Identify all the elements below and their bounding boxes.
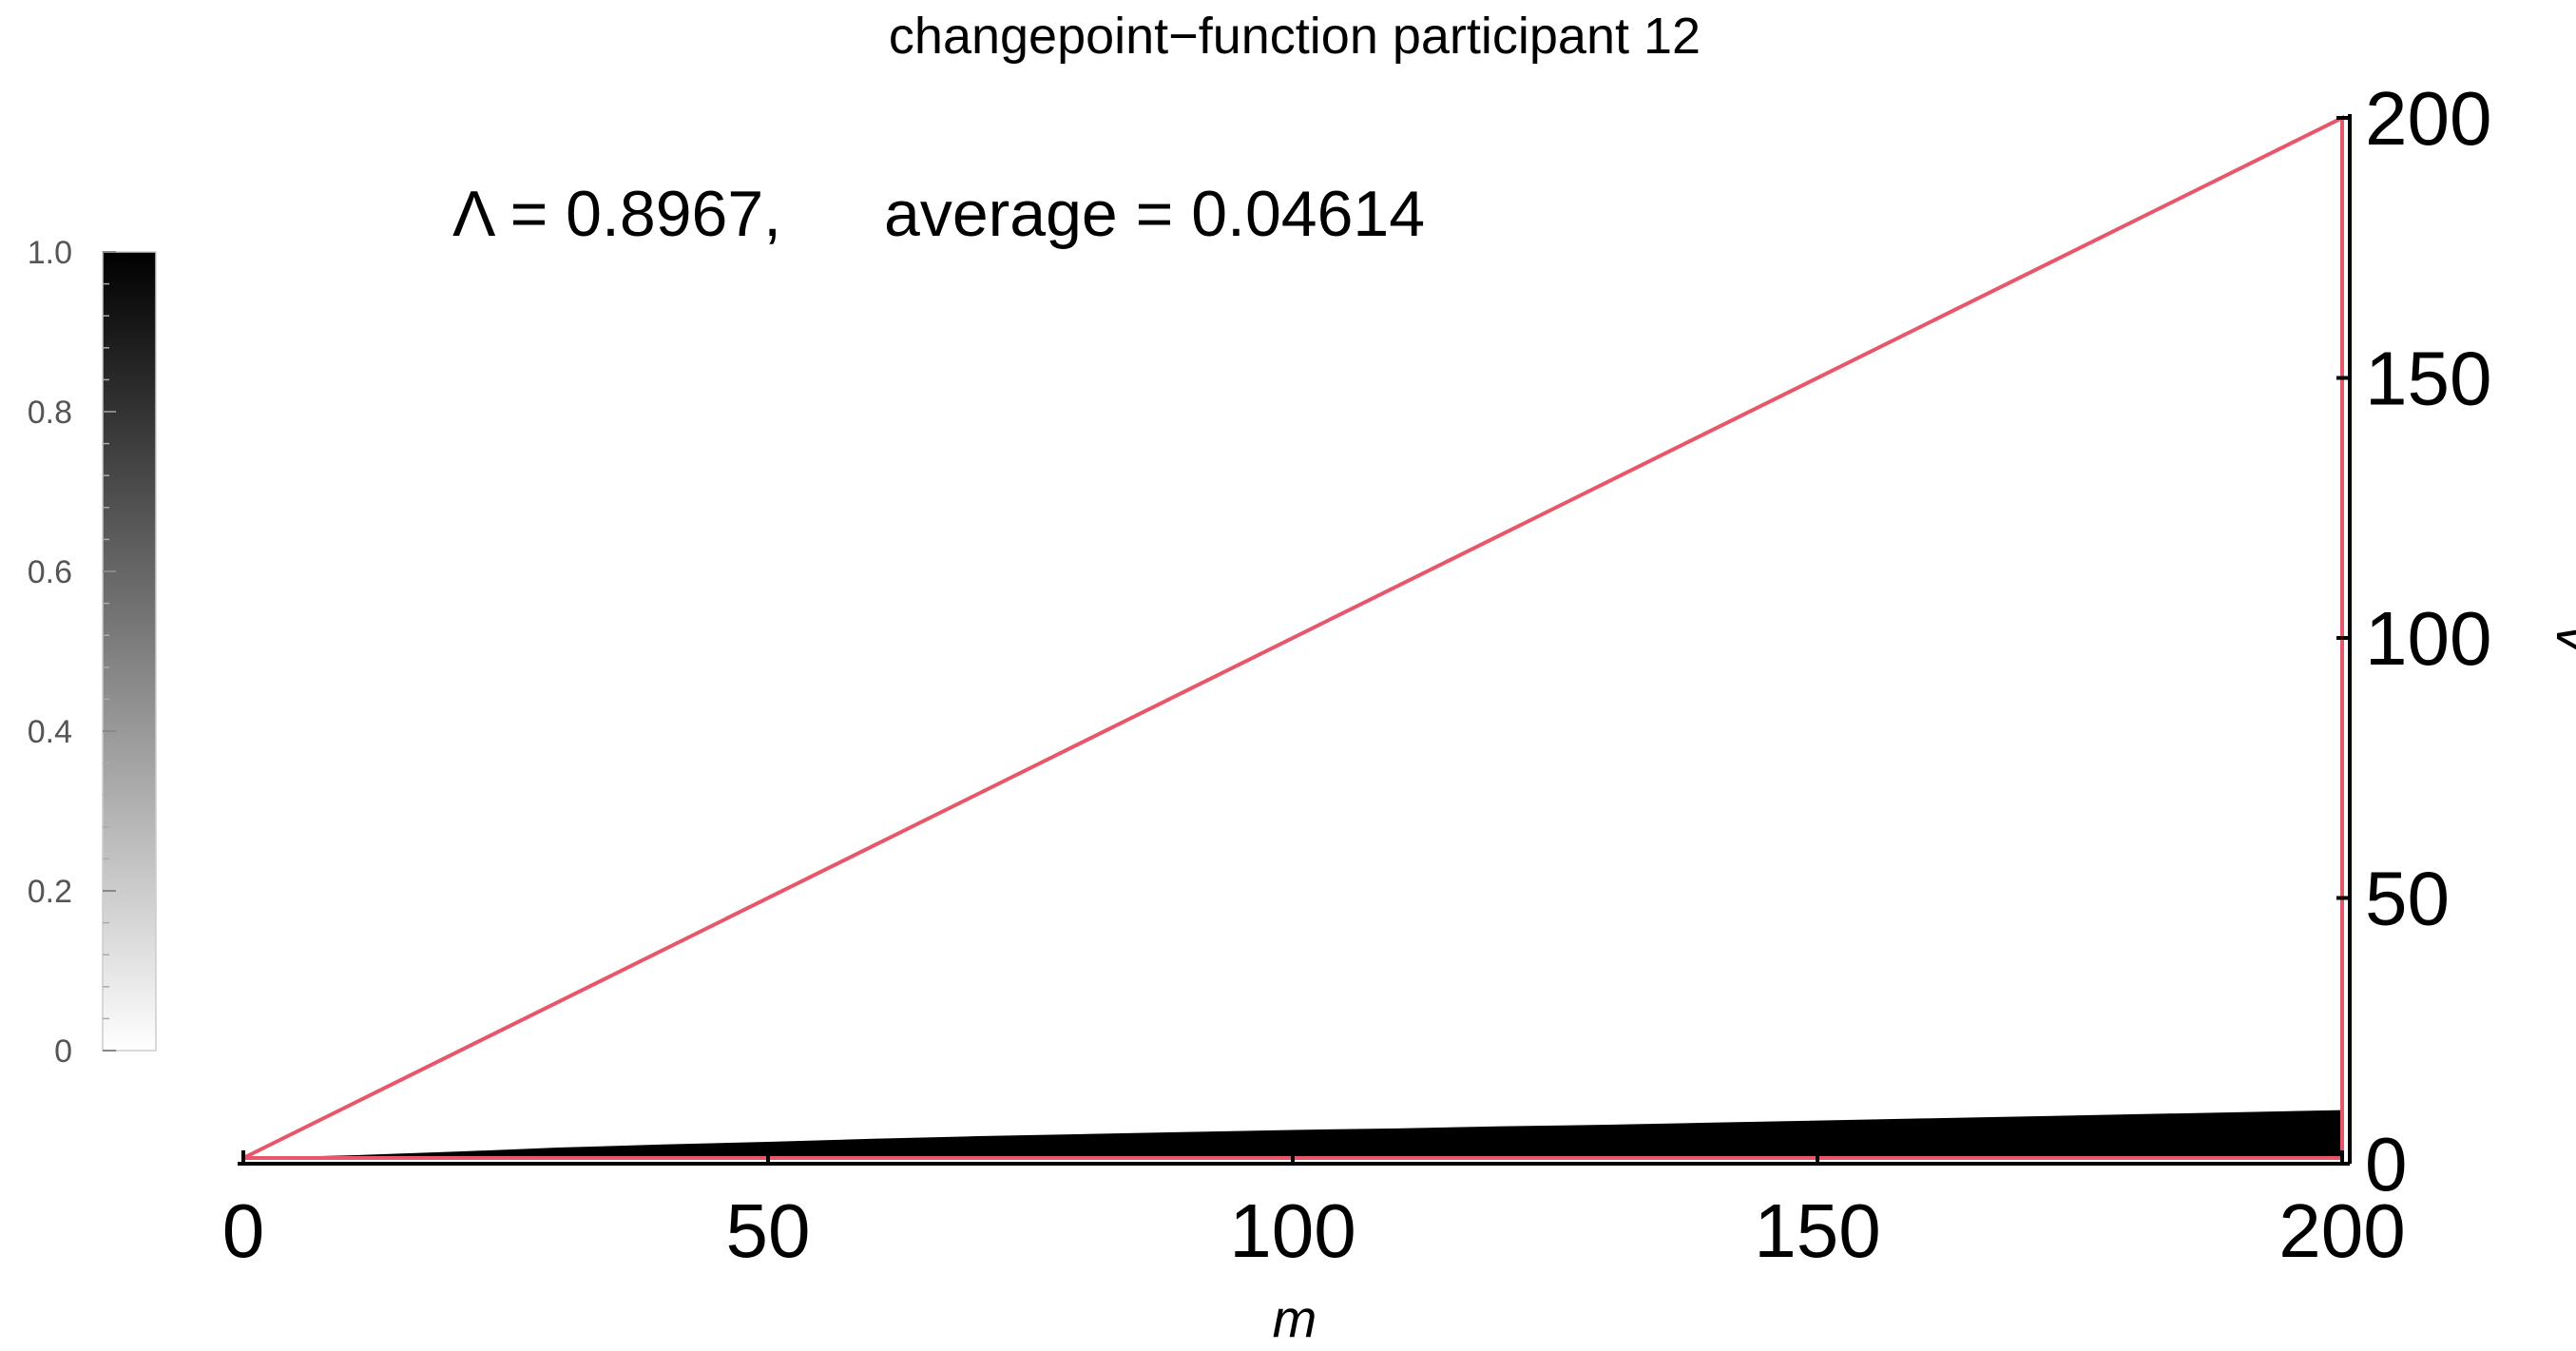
x-tick-label: 0 xyxy=(222,1188,265,1273)
x-axis-ticks: 0 50 100 150 200 xyxy=(222,1150,2406,1273)
lambda-annotation: Λ = 0.8967, xyxy=(452,178,781,250)
y-tick-label: 200 xyxy=(2365,76,2491,161)
x-tick-label: 200 xyxy=(2278,1188,2405,1273)
colorbar-gradient xyxy=(102,251,157,1052)
colorbar-tick-label: 0.6 xyxy=(28,554,72,590)
y-tick-label: 0 xyxy=(2365,1122,2408,1206)
x-axis-label: m xyxy=(1273,1288,1317,1348)
y-axis-label: v xyxy=(2546,626,2576,655)
colorbar-tick-label: 0.4 xyxy=(28,714,72,750)
y-tick-label: 150 xyxy=(2365,337,2491,421)
y-tick-label: 50 xyxy=(2365,857,2450,941)
y-tick-label: 100 xyxy=(2365,596,2491,681)
domain-outline-triangle xyxy=(242,114,2344,1160)
colorbar: 0 0.2 0.4 0.6 0.8 1.0 xyxy=(28,235,157,1070)
colorbar-tick-label: 0.8 xyxy=(28,395,72,431)
average-annotation: average = 0.04614 xyxy=(884,178,1425,250)
colorbar-tick-label: 0.2 xyxy=(28,874,72,910)
plot-area: 0 50 100 150 200 0 50 100 150 200 xyxy=(222,76,2492,1273)
y-axis-ticks: 0 50 100 150 200 xyxy=(2336,76,2491,1206)
colorbar-tick-label: 0 xyxy=(54,1033,72,1070)
colorbar-ticks: 0 0.2 0.4 0.6 0.8 1.0 xyxy=(28,235,116,1070)
x-tick-label: 150 xyxy=(1754,1188,1880,1273)
dark-probability-region xyxy=(243,1110,2342,1158)
x-tick-label: 100 xyxy=(1229,1188,1355,1273)
colorbar-tick-label: 1.0 xyxy=(28,235,72,271)
x-tick-label: 50 xyxy=(726,1188,811,1273)
chart-title: changepoint−function participant 12 xyxy=(889,8,1701,65)
